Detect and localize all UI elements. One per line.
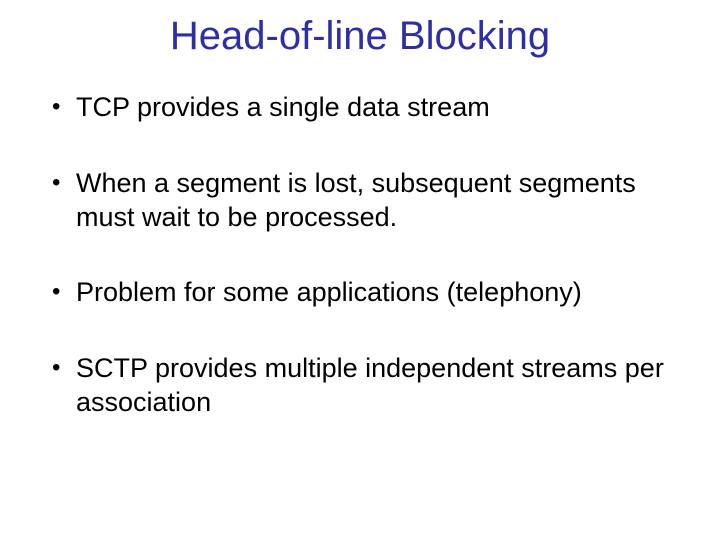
slide-title: Head-of-line Blocking (170, 14, 550, 58)
bullet-item: TCP provides a single data stream (52, 91, 690, 125)
bullet-item: SCTP provides multiple independent strea… (52, 352, 690, 420)
bullet-item: When a segment is lost, subsequent segme… (52, 167, 690, 235)
bullet-list: TCP provides a single data stream When a… (52, 91, 690, 420)
slide: Head-of-line Blocking TCP provides a sin… (0, 0, 720, 540)
slide-title-container: Head-of-line Blocking (30, 14, 690, 59)
bullet-item: Problem for some applications (telephony… (52, 276, 690, 310)
